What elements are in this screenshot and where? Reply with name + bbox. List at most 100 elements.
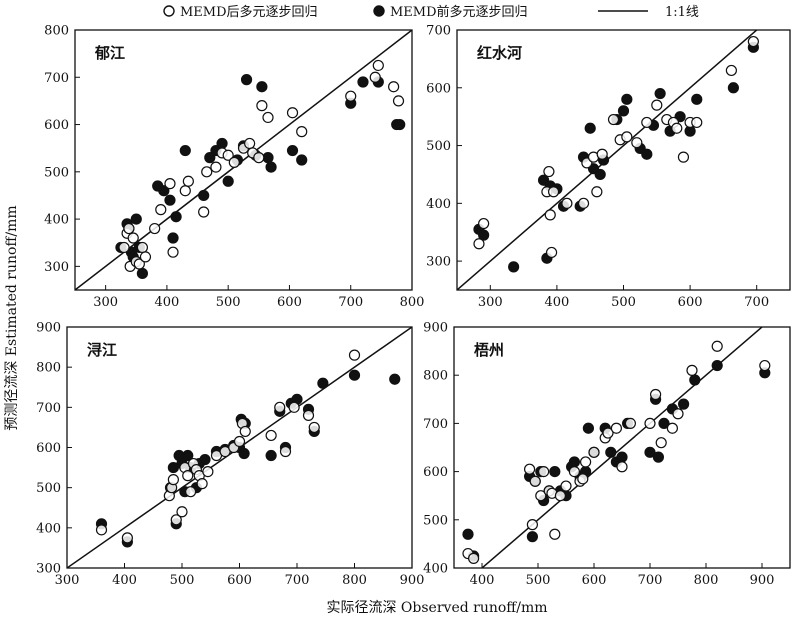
yujiang-point-after bbox=[201, 166, 213, 178]
yujiang-x-tick-label: 800 bbox=[400, 295, 425, 310]
yujiang-point-after bbox=[286, 107, 299, 119]
xunjiang-y-tick-label: 400 bbox=[36, 521, 61, 536]
yujiang-point-after bbox=[164, 178, 176, 190]
hongshuihe-point-before bbox=[617, 105, 630, 117]
wuzhou-point-after bbox=[579, 456, 592, 468]
legend-label-before: MEMD前多元逐步回归 bbox=[390, 4, 528, 20]
yujiang-y-tick-label: 500 bbox=[44, 165, 69, 180]
yujiang-point-after bbox=[179, 185, 191, 197]
yujiang-point-before bbox=[158, 185, 170, 197]
hongshuihe-one-to-one-line bbox=[457, 30, 758, 290]
hongshuihe-y-tick-label: 700 bbox=[426, 24, 451, 39]
hongshuihe-x-tick-label: 600 bbox=[678, 295, 703, 310]
hongshuihe-point-after bbox=[677, 151, 690, 163]
legend-label-line: 1:1线 bbox=[665, 5, 699, 20]
wuzhou-point-after bbox=[529, 475, 541, 487]
wuzhou-point-after bbox=[655, 437, 667, 449]
hongshuihe-point-before bbox=[594, 168, 606, 181]
wuzhou-point-after bbox=[549, 528, 561, 540]
wuzhou-point-after bbox=[711, 340, 723, 352]
xunjiang-y-tick-label: 600 bbox=[36, 441, 61, 456]
wuzhou-point-after bbox=[649, 388, 662, 401]
yujiang-point-before bbox=[256, 81, 268, 93]
yujiang-point-after bbox=[155, 204, 167, 216]
yujiang-point-after bbox=[228, 156, 240, 168]
yujiang-y-tick-label: 800 bbox=[44, 24, 69, 39]
yujiang-point-before bbox=[136, 267, 148, 280]
xunjiang-x-tick-label: 500 bbox=[170, 573, 195, 588]
hongshuihe-point-after bbox=[607, 113, 620, 126]
yujiang-point-after bbox=[345, 90, 357, 102]
hongshuihe-point-before bbox=[508, 261, 520, 273]
hongshuihe-point-before bbox=[691, 93, 703, 105]
legend-label-after: MEMD后多元逐步回归 bbox=[180, 4, 318, 20]
yujiang-point-after bbox=[136, 241, 148, 254]
xunjiang-y-tick-label: 500 bbox=[36, 481, 61, 496]
wuzhou-point-after bbox=[666, 422, 679, 434]
xunjiang-point-after bbox=[95, 524, 108, 536]
hongshuihe-point-before bbox=[584, 122, 596, 134]
hongshuihe-x-tick-label: 500 bbox=[611, 295, 636, 310]
yujiang-point-after bbox=[388, 81, 400, 93]
xunjiang-y-tick-label: 900 bbox=[36, 321, 61, 336]
hongshuihe-point-before bbox=[641, 148, 653, 160]
wuzhou-y-tick-label: 600 bbox=[423, 465, 448, 480]
hongshuihe-point-before bbox=[654, 87, 666, 100]
hongshuihe-point-after bbox=[544, 209, 556, 221]
xunjiang-point-after bbox=[279, 445, 292, 458]
xunjiang-y-tick-label: 800 bbox=[36, 361, 61, 376]
wuzhou-x-tick-label: 600 bbox=[582, 573, 607, 588]
x-axis-title: 实际径流深 Observed runoff/mm bbox=[326, 600, 547, 616]
wuzhou-point-after bbox=[588, 446, 600, 458]
wuzhou-point-after bbox=[554, 490, 567, 502]
yujiang-panel-title: 郁江 bbox=[94, 44, 125, 62]
xunjiang-point-before bbox=[238, 447, 250, 460]
wuzhou-point-after bbox=[577, 473, 589, 485]
hongshuihe-point-after bbox=[473, 238, 485, 250]
wuzhou-point-before bbox=[658, 417, 670, 429]
hongshuihe-point-after bbox=[747, 35, 759, 48]
wuzhou-point-after bbox=[686, 364, 698, 376]
wuzhou-point-before bbox=[605, 446, 617, 458]
wuzhou-point-after bbox=[526, 519, 539, 531]
yujiang-point-before bbox=[240, 74, 253, 86]
yujiang-point-after bbox=[369, 71, 381, 83]
hongshuihe-point-before bbox=[621, 93, 633, 105]
yujiang-x-tick-label: 700 bbox=[338, 295, 363, 310]
xunjiang-y-tick-label: 300 bbox=[36, 562, 61, 577]
wuzhou-point-after bbox=[537, 466, 550, 478]
xunjiang-point-before bbox=[348, 369, 361, 381]
hongshuihe-point-before bbox=[727, 82, 739, 94]
wuzhou-point-after bbox=[602, 427, 614, 439]
hongshuihe-x-tick-label: 400 bbox=[544, 295, 569, 310]
legend-marker-after bbox=[163, 5, 175, 17]
xunjiang-point-after bbox=[265, 429, 277, 442]
xunjiang-point-after bbox=[196, 478, 208, 490]
xunjiang-point-after bbox=[170, 514, 182, 526]
yujiang-point-before bbox=[357, 76, 369, 88]
panel-hongshuihe: 300 400 500 600 700 300 400 500 600 700 红水河 bbox=[426, 24, 791, 310]
panel-xunjiang: 300 400 500 600 700 800 900 300 400 500 600 700 800 9… bbox=[36, 321, 424, 589]
yujiang-point-after bbox=[256, 100, 268, 112]
wuzhou-point-after bbox=[523, 463, 536, 475]
wuzhou-y-tick-label: 800 bbox=[423, 369, 448, 384]
yujiang-point-before bbox=[265, 161, 277, 173]
xunjiang-point-after bbox=[302, 409, 315, 421]
xunjiang-point-after bbox=[176, 506, 188, 518]
xunjiang-point-after bbox=[348, 349, 361, 361]
xunjiang-point-after bbox=[182, 470, 194, 482]
hongshuihe-point-after bbox=[691, 116, 703, 129]
hongshuihe-point-after bbox=[631, 137, 643, 149]
wuzhou-y-tick-label: 500 bbox=[423, 513, 448, 528]
yujiang-x-tick-label: 400 bbox=[154, 295, 179, 310]
xunjiang-point-after bbox=[185, 486, 197, 498]
hongshuihe-point-after bbox=[671, 122, 683, 134]
yujiang-point-after bbox=[149, 222, 161, 235]
yujiang-y-tick-label: 600 bbox=[44, 118, 69, 133]
yujiang-point-after bbox=[244, 137, 256, 150]
xunjiang-point-after bbox=[239, 425, 251, 438]
hongshuihe-y-tick-label: 400 bbox=[426, 197, 451, 212]
wuzhou-point-after bbox=[759, 359, 771, 372]
xunjiang-panel-title: 浔江 bbox=[87, 341, 117, 359]
